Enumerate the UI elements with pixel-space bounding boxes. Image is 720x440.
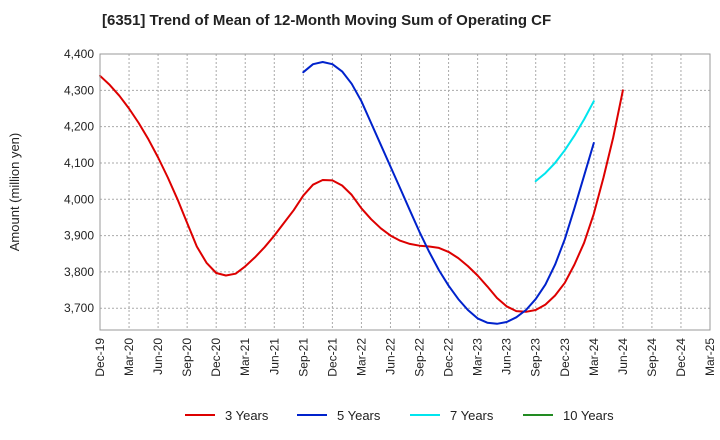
legend: 3 Years 5 Years 7 Years 10 Years — [0, 404, 720, 426]
legend-swatch — [410, 414, 440, 416]
y-tick-label: 4,100 — [64, 156, 94, 170]
x-tick-label: Dec-19 — [93, 338, 107, 377]
series-line-5-years — [302, 61, 595, 325]
x-tick-label: Jun-20 — [151, 338, 165, 375]
x-tick-label: Mar-21 — [238, 338, 252, 376]
legend-swatch — [297, 414, 327, 416]
x-tick-label: Mar-25 — [703, 338, 717, 376]
x-tick-label: Jun-23 — [500, 338, 514, 375]
y-tick-label: 3,800 — [64, 265, 94, 279]
y-tick-label: 4,200 — [64, 120, 94, 134]
x-tick-label: Dec-24 — [674, 338, 688, 377]
legend-label: 5 Years — [337, 407, 381, 423]
x-tick-label: Dec-22 — [442, 338, 456, 377]
legend-label: 7 Years — [450, 407, 494, 423]
x-tick-label: Mar-22 — [354, 338, 368, 376]
x-tick-label: Sep-23 — [529, 338, 543, 377]
y-axis-label: Amount (million yen) — [7, 133, 22, 252]
plot-frame — [99, 53, 711, 331]
legend-swatch — [185, 414, 215, 416]
series-line-7-years — [534, 100, 595, 183]
x-tick-label: Dec-21 — [325, 338, 339, 377]
x-tick-label: Mar-20 — [122, 338, 136, 376]
y-tick-label: 4,300 — [64, 83, 94, 97]
x-tick-label: Sep-20 — [180, 338, 194, 377]
x-tick-label: Sep-21 — [296, 338, 310, 377]
x-tick-label: Jun-22 — [383, 338, 397, 375]
legend-swatch — [523, 414, 553, 416]
x-axis-ticks: Dec-19 Mar-20 Jun-20 Sep-20 Dec-20 Mar-21 Jun-… — [93, 338, 717, 377]
x-tick-label: Jun-21 — [267, 338, 281, 375]
y-axis-ticks: 3,700 3,800 3,900 4,000 4,100 4,200 4,300 4,400 — [64, 47, 94, 315]
x-tick-label: Jun-24 — [616, 338, 630, 375]
series-lines — [99, 61, 624, 325]
x-tick-label: Mar-23 — [471, 338, 485, 376]
legend-item-10-years: 10 Years — [523, 404, 614, 426]
legend-label: 10 Years — [563, 407, 614, 423]
x-tick-label: Sep-24 — [645, 338, 659, 377]
legend-item-7-years: 7 Years — [410, 404, 493, 426]
legend-item-3-years: 3 Years — [185, 404, 268, 426]
x-tick-label: Sep-22 — [413, 338, 427, 377]
y-tick-label: 4,400 — [64, 47, 94, 61]
chart-title: [6351] Trend of Mean of 12-Month Moving … — [102, 12, 552, 29]
legend-label: 3 Years — [225, 407, 269, 423]
x-tick-label: Mar-24 — [587, 338, 601, 376]
x-tick-label: Dec-23 — [558, 338, 572, 377]
series-line-3-years — [99, 74, 624, 313]
grid — [100, 53, 710, 330]
x-tick-label: Dec-20 — [209, 338, 223, 377]
legend-item-5-years: 5 Years — [297, 404, 380, 426]
y-tick-label: 3,700 — [64, 301, 94, 315]
y-tick-label: 3,900 — [64, 229, 94, 243]
y-tick-label: 4,000 — [64, 192, 94, 206]
